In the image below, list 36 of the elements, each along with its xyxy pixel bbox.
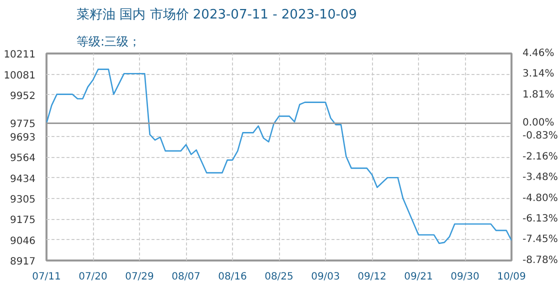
y-tick-label: 9693 (10, 132, 36, 144)
x-tick-label: 07/11 (32, 272, 61, 282)
y-tick-label: 9775 (10, 119, 36, 130)
y2-tick-label: -4.80% (522, 192, 558, 204)
x-tick-label: 10/09 (497, 272, 526, 282)
x-tick-label: 09/30 (450, 272, 480, 282)
y2-tick-label: -2.16% (522, 152, 558, 162)
x-tick-label: 09/03 (311, 272, 340, 282)
y2-tick-label: -7.45% (522, 234, 558, 246)
y-tick-label: 9046 (10, 236, 36, 247)
y-tick-label: 10081 (4, 70, 36, 82)
x-tick-label: 07/29 (125, 272, 154, 282)
x-tick-label: 08/25 (264, 272, 294, 282)
x-tick-label: 08/16 (218, 272, 247, 282)
y-tick-label: 9434 (10, 174, 36, 185)
x-tick-label: 09/21 (404, 272, 433, 282)
y2-tick-label: -6.13% (522, 214, 558, 225)
y-tick-label: 9305 (10, 194, 36, 206)
y-tick-label: 9952 (10, 90, 36, 102)
y-tick-label: 9564 (10, 153, 36, 164)
y-tick-label: 10211 (4, 50, 36, 60)
x-tick-label: 09/12 (358, 272, 386, 282)
y2-tick-label: -3.48% (522, 172, 558, 184)
line-series (46, 68, 512, 244)
x-tick-label: 08/07 (172, 272, 200, 282)
y2-tick-label: 0.00% (522, 118, 554, 129)
y2-tick-label: -8.78% (522, 255, 558, 266)
y-tick-label: 8917 (10, 256, 36, 268)
y2-tick-label: 3.14% (522, 68, 554, 80)
y-tick-label: 9175 (10, 215, 36, 226)
y2-tick-label: -0.83% (522, 130, 558, 142)
x-tick-label: 07/20 (78, 272, 108, 282)
chart-title: 菜籽油 国内 市场价 2023-07-11 - 2023-10-09 (76, 8, 357, 22)
y2-tick-label: 4.46% (522, 48, 554, 59)
y2-tick-label: 1.81% (522, 89, 554, 100)
chart-subtitle: 等级:三级； (76, 34, 141, 48)
